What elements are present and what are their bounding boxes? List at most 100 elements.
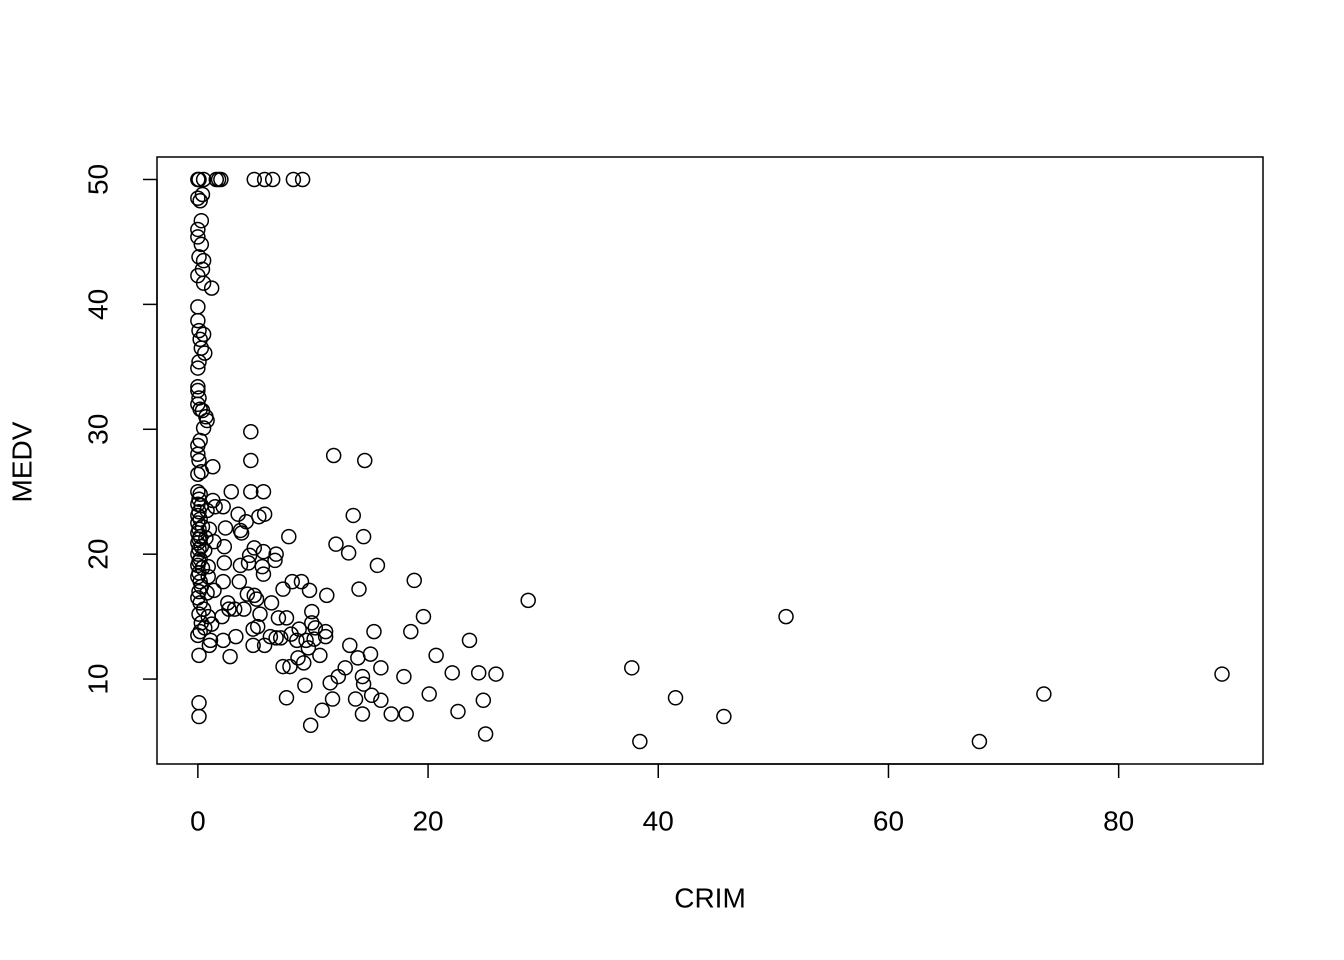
point [317, 623, 334, 640]
point [194, 402, 211, 419]
point [216, 555, 233, 571]
point [190, 312, 206, 329]
plot-box [156, 156, 1264, 765]
x-axis-label: CRIM [674, 882, 746, 913]
point [190, 229, 206, 245]
point [328, 536, 344, 552]
point [191, 583, 207, 600]
point [195, 326, 212, 343]
point [191, 249, 207, 265]
point [200, 568, 216, 585]
point [304, 615, 320, 631]
point [296, 655, 312, 671]
point [450, 703, 466, 720]
x-tick-label: 60 [873, 805, 904, 836]
point [1214, 666, 1230, 682]
point [190, 190, 206, 206]
point [192, 192, 208, 209]
point [199, 585, 215, 601]
y-tick-label: 50 [82, 164, 113, 195]
point [470, 665, 487, 681]
point [248, 591, 265, 607]
point [354, 668, 371, 685]
point [190, 627, 206, 644]
point [314, 702, 330, 719]
point [200, 558, 216, 575]
point [383, 706, 399, 722]
point [340, 545, 357, 561]
y-tick-label: 40 [82, 289, 113, 320]
point [1036, 686, 1052, 702]
point [246, 540, 263, 556]
point [264, 171, 281, 188]
point [304, 603, 320, 620]
point [354, 706, 371, 722]
point [263, 595, 280, 611]
point [201, 637, 218, 654]
point [192, 331, 208, 348]
point [232, 557, 249, 574]
point [373, 660, 389, 676]
point [199, 502, 215, 519]
point [243, 452, 259, 469]
point [232, 522, 249, 539]
point [246, 171, 263, 188]
point [190, 437, 206, 454]
point [275, 581, 291, 597]
point [262, 628, 279, 645]
point [240, 555, 257, 571]
point [192, 623, 208, 640]
point [268, 630, 284, 646]
point [191, 695, 207, 711]
point [197, 542, 213, 559]
point [317, 628, 334, 645]
point [415, 608, 432, 625]
point [444, 665, 460, 681]
point [191, 647, 207, 664]
point [243, 424, 259, 440]
point [252, 606, 268, 622]
point [283, 626, 299, 642]
point [362, 646, 379, 662]
point [241, 547, 258, 564]
point [193, 340, 210, 356]
point [228, 628, 244, 645]
point [778, 608, 794, 625]
y-tick-label: 20 [82, 539, 113, 570]
point [298, 632, 314, 649]
point [243, 483, 259, 500]
y-axis-label: MEDV [6, 421, 37, 502]
point [223, 483, 239, 500]
point [194, 186, 211, 203]
point [256, 637, 273, 654]
point [193, 463, 210, 480]
point [198, 530, 214, 546]
point [191, 708, 207, 725]
point [363, 687, 380, 704]
point [190, 171, 206, 188]
point [624, 660, 640, 676]
point [231, 573, 248, 590]
point [190, 267, 206, 284]
point [192, 401, 208, 418]
point [325, 447, 342, 464]
x-tick-label: 0 [190, 805, 206, 836]
point [245, 621, 261, 637]
point [191, 322, 207, 339]
point [632, 733, 648, 750]
point [345, 507, 361, 524]
point [203, 280, 220, 296]
point [222, 648, 238, 665]
point [215, 498, 231, 515]
point [396, 668, 412, 685]
point [347, 691, 364, 707]
point [351, 581, 367, 597]
point [190, 299, 206, 315]
point [278, 690, 295, 706]
point [256, 171, 273, 188]
point [294, 171, 311, 188]
point [312, 647, 328, 664]
point [220, 595, 236, 611]
point [520, 592, 536, 609]
